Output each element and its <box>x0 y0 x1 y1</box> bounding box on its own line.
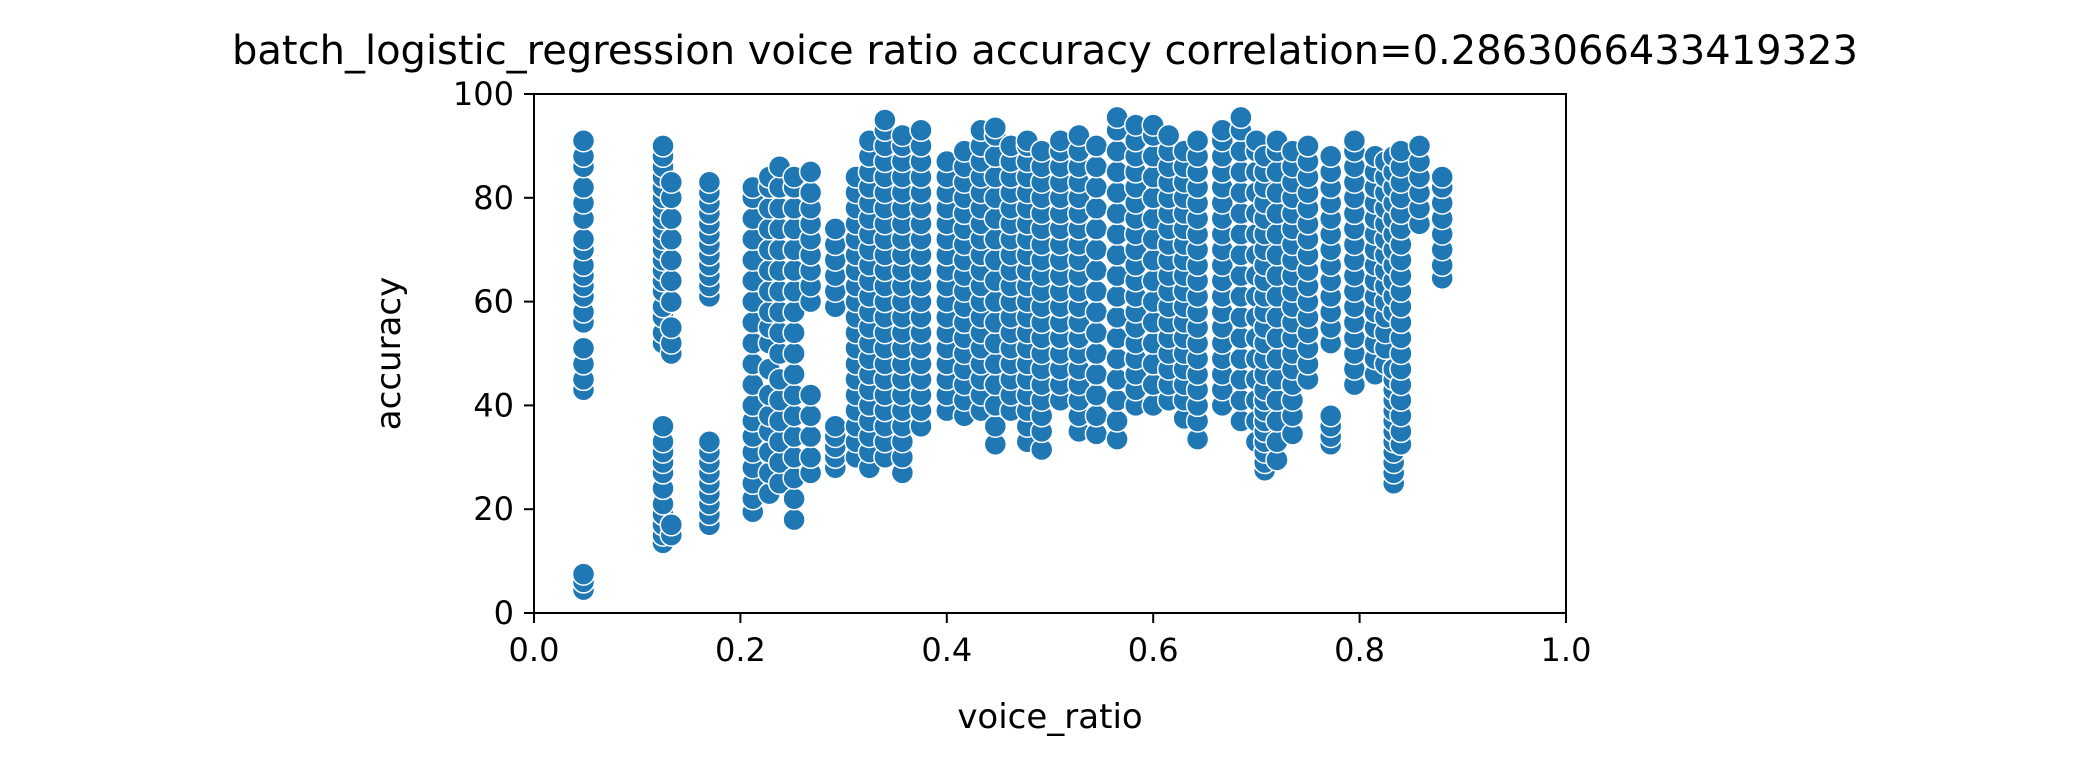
data-point <box>697 170 722 194</box>
data-point <box>823 414 848 438</box>
data-point <box>1084 154 1109 179</box>
data-point <box>659 289 684 314</box>
data-point <box>1084 175 1109 200</box>
data-point <box>1084 320 1109 345</box>
data-point <box>571 562 596 586</box>
data-point <box>571 227 596 252</box>
x-tick-label: 0.6 <box>1128 631 1179 669</box>
data-point <box>1084 134 1109 158</box>
data-points <box>571 105 1454 602</box>
data-point <box>1084 196 1109 220</box>
data-point <box>697 429 722 454</box>
data-point <box>1067 123 1091 148</box>
data-point <box>798 160 823 184</box>
data-point <box>782 362 806 387</box>
x-tick-label: 0.8 <box>1334 631 1385 669</box>
data-point <box>798 445 823 470</box>
data-point <box>571 336 596 361</box>
data-point <box>1084 341 1109 366</box>
data-point <box>1342 128 1367 153</box>
data-point <box>1084 217 1109 241</box>
y-axis-ticks: 0 20 40 60 80 100 <box>453 75 534 632</box>
data-point <box>1084 404 1109 428</box>
data-point <box>659 513 684 537</box>
data-point <box>782 320 806 345</box>
y-tick-label: 0 <box>494 594 514 632</box>
data-point <box>659 227 684 252</box>
data-point <box>571 175 596 200</box>
data-point <box>651 134 675 158</box>
data-point <box>823 217 848 241</box>
data-point <box>1084 279 1109 303</box>
y-tick-label: 60 <box>473 283 514 321</box>
x-tick-label: 0.4 <box>921 631 972 669</box>
x-tick-label: 0.0 <box>509 631 560 669</box>
chart-title: batch_logistic_regression voice ratio ac… <box>232 28 1858 74</box>
data-point <box>983 115 1008 140</box>
data-point <box>1084 237 1109 262</box>
data-point <box>659 206 684 231</box>
x-tick-label: 0.2 <box>715 631 766 669</box>
data-point <box>659 170 684 194</box>
data-point <box>1084 362 1109 387</box>
data-point <box>1084 258 1109 283</box>
data-point <box>1430 165 1454 189</box>
x-tick-label: 1.0 <box>1541 631 1592 669</box>
x-axis-ticks: 0.0 0.2 0.4 0.6 0.8 1.0 <box>509 613 1592 669</box>
data-point <box>798 180 823 205</box>
data-point <box>909 118 933 143</box>
data-point <box>1084 383 1109 407</box>
data-point <box>571 128 596 153</box>
y-tick-label: 40 <box>473 386 514 424</box>
data-point <box>1318 404 1343 428</box>
data-point <box>798 424 823 449</box>
x-axis-label: voice_ratio <box>957 697 1142 737</box>
data-point <box>798 383 823 407</box>
data-point <box>873 108 897 132</box>
data-point <box>659 269 684 293</box>
y-tick-label: 100 <box>453 75 514 113</box>
data-point <box>659 248 684 272</box>
data-point <box>1229 105 1253 130</box>
data-point <box>1296 134 1320 158</box>
data-point <box>782 341 806 366</box>
data-point <box>1084 300 1109 324</box>
y-axis-label: accuracy <box>369 277 409 430</box>
plot-area-frame <box>533 93 1567 614</box>
data-point <box>1318 144 1343 169</box>
y-tick-label: 80 <box>473 179 514 217</box>
data-point <box>798 404 823 428</box>
data-point <box>1185 128 1210 153</box>
data-point <box>659 315 684 340</box>
data-point <box>1105 409 1129 433</box>
data-point <box>651 414 675 438</box>
y-tick-label: 20 <box>473 490 514 528</box>
data-point <box>782 507 806 532</box>
data-point <box>1407 134 1432 158</box>
data-point <box>1156 123 1181 148</box>
data-point <box>782 487 806 511</box>
